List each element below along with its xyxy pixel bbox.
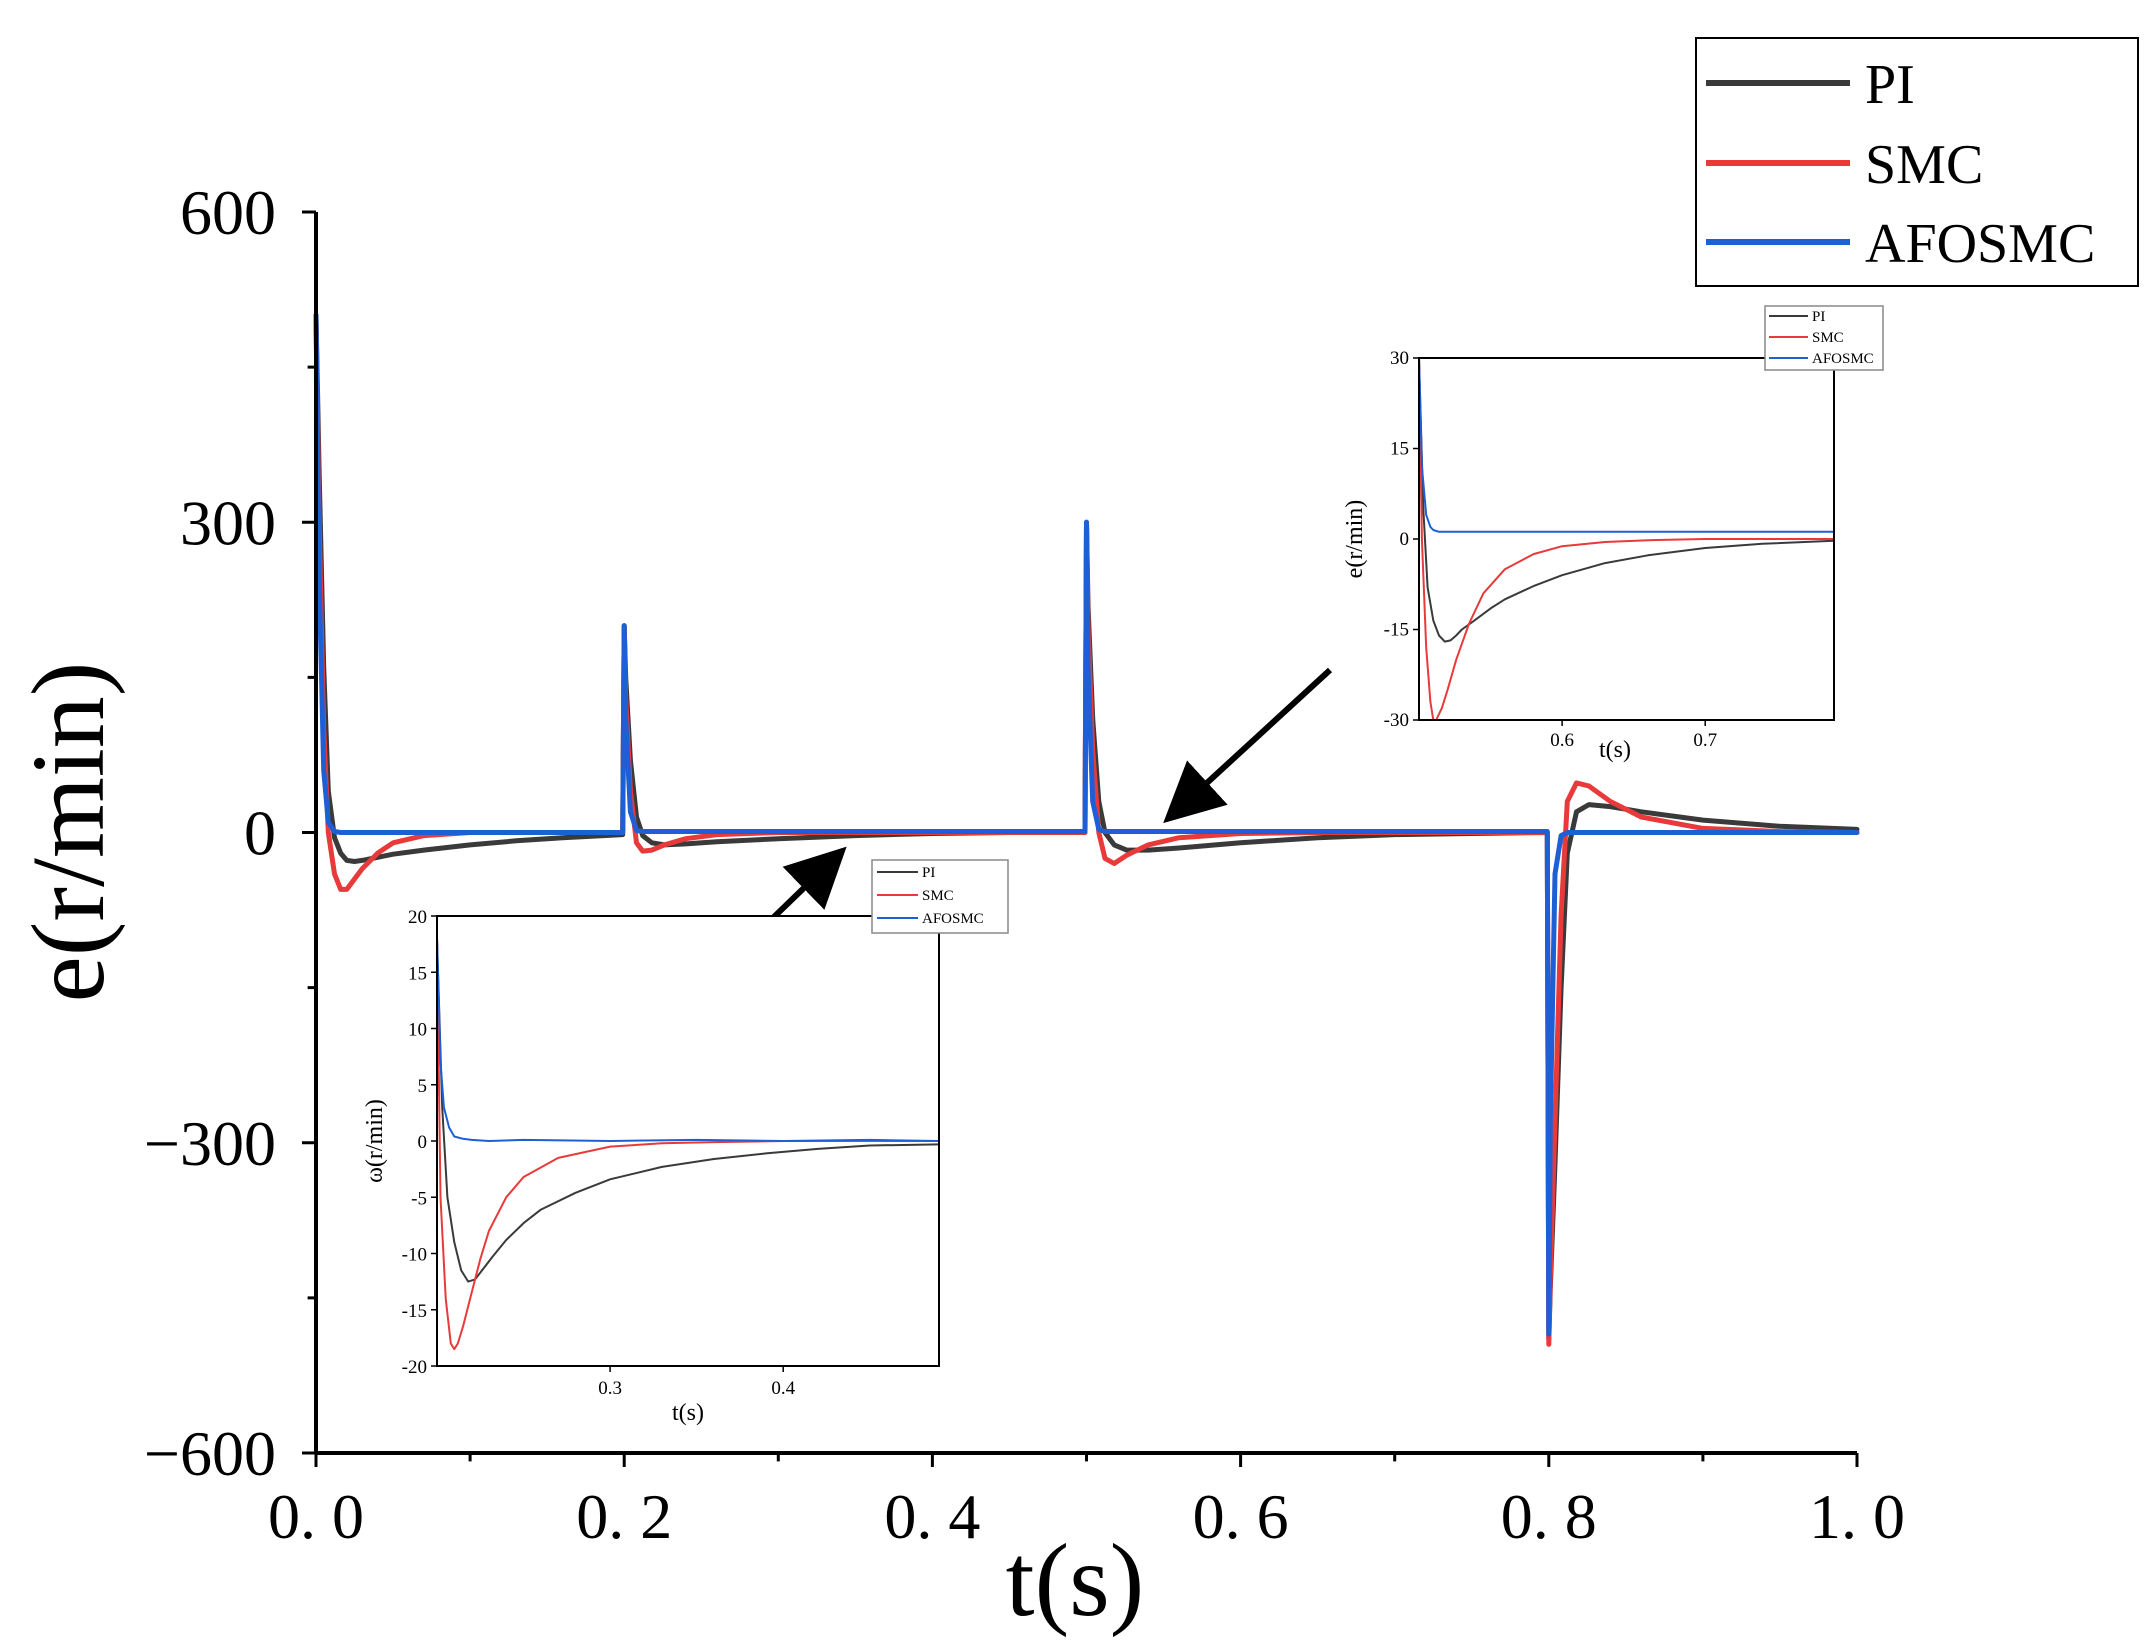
inset1-x-tick-label: 0.4	[771, 1378, 795, 1399]
inset1-plot-lines	[436, 937, 940, 1351]
main-y-tick-label: 300	[180, 487, 276, 558]
inset1-y-tick-label: -5	[411, 1188, 427, 1209]
inset1-legend-label-smc: SMC	[922, 888, 954, 904]
inset1-x-axis-title: t(s)	[672, 1400, 704, 1426]
main-y-axis-title: e(r/min)	[11, 662, 126, 1003]
inset2-y-tick-label: 15	[1390, 439, 1409, 460]
inset1-y-tick-label: -20	[402, 1357, 427, 1378]
main-x-axis-title: t(s)	[1006, 1523, 1145, 1638]
inset2-series-afosmc	[1418, 357, 1835, 533]
main-series-afosmc	[313, 312, 1860, 1337]
inset2-tick-labels: 0.6 0.7 30 15 0 -15 -30	[1384, 348, 1717, 751]
arrow-to-upper-inset	[1163, 667, 1333, 824]
inset1-series-pi	[436, 937, 940, 1283]
inset2-x-tick-label: 0.6	[1550, 730, 1574, 751]
inset2-plot-lines	[1418, 357, 1835, 721]
inset-upper-right: 0.6 0.7 30 15 0 -15 -30 t(s) e(r/min) PI SMC A…	[1342, 305, 1884, 763]
inset2-y-tick-label: 30	[1390, 348, 1409, 369]
inset1-legend-label-afosmc: AFOSMC	[922, 911, 984, 927]
inset2-y-tick-label: -15	[1384, 620, 1409, 641]
main-legend: PI SMC AFOSMC	[1695, 37, 2139, 287]
inset2-x-axis-title: t(s)	[1599, 737, 1631, 763]
inset2-y-tick-label: -30	[1384, 710, 1409, 731]
main-y-tick-label: −600	[144, 1418, 276, 1489]
legend-label-afosmc: AFOSMC	[1865, 213, 2095, 275]
main-x-tick-label: 0. 0	[268, 1481, 364, 1552]
main-x-tick-label: 0. 4	[884, 1481, 980, 1552]
inset2-legend-label-smc: SMC	[1812, 330, 1844, 346]
inset2-y-axis-title: e(r/min)	[1342, 500, 1368, 579]
main-x-tick-label: 0. 2	[576, 1481, 672, 1552]
inset2-series-pi	[1418, 357, 1835, 643]
legend-label-pi: PI	[1865, 54, 1915, 116]
main-x-tick-label: 0. 8	[1501, 1481, 1597, 1552]
inset1-y-tick-label: 15	[408, 963, 427, 984]
inset2-series-smc	[1418, 357, 1835, 721]
main-y-tick-label: 0	[244, 798, 276, 869]
inset1-series-afosmc	[436, 937, 940, 1142]
inset2-x-tick-label: 0.7	[1693, 730, 1717, 751]
main-x-tick-label: 0. 6	[1193, 1481, 1289, 1552]
main-plot-lines	[313, 312, 1860, 1347]
inset1-y-tick-label: 10	[408, 1020, 427, 1041]
inset1-y-tick-label: -10	[402, 1245, 427, 1266]
inset2-legend-label-pi: PI	[1812, 309, 1825, 325]
inset1-y-tick-label: 5	[418, 1076, 428, 1097]
main-y-tick-label: −300	[144, 1108, 276, 1179]
inset1-y-tick-label: 0	[418, 1132, 428, 1153]
inset2-legend: PI SMC AFOSMC	[1764, 305, 1884, 371]
main-x-tick-label: 1. 0	[1809, 1481, 1905, 1552]
main-y-tick-label: 600	[180, 177, 276, 248]
inset1-tick-labels: 0.3 0.4 20 15 10 5 0 -5 -10 -15 -20	[402, 907, 796, 1399]
inset1-x-tick-label: 0.3	[598, 1378, 622, 1399]
inset1-y-tick-label: 20	[408, 907, 427, 928]
inset2-legend-label-afosmc: AFOSMC	[1812, 351, 1874, 367]
inset1-legend: PI SMC AFOSMC	[871, 859, 1009, 934]
inset1-y-tick-label: -15	[402, 1301, 427, 1322]
inset2-y-tick-label: 0	[1400, 529, 1410, 550]
inset1-series-smc	[436, 937, 940, 1351]
inset1-legend-label-pi: PI	[922, 865, 935, 881]
inset1-y-axis-title: ω(r/min)	[362, 1099, 388, 1183]
legend-label-smc: SMC	[1865, 134, 1983, 196]
